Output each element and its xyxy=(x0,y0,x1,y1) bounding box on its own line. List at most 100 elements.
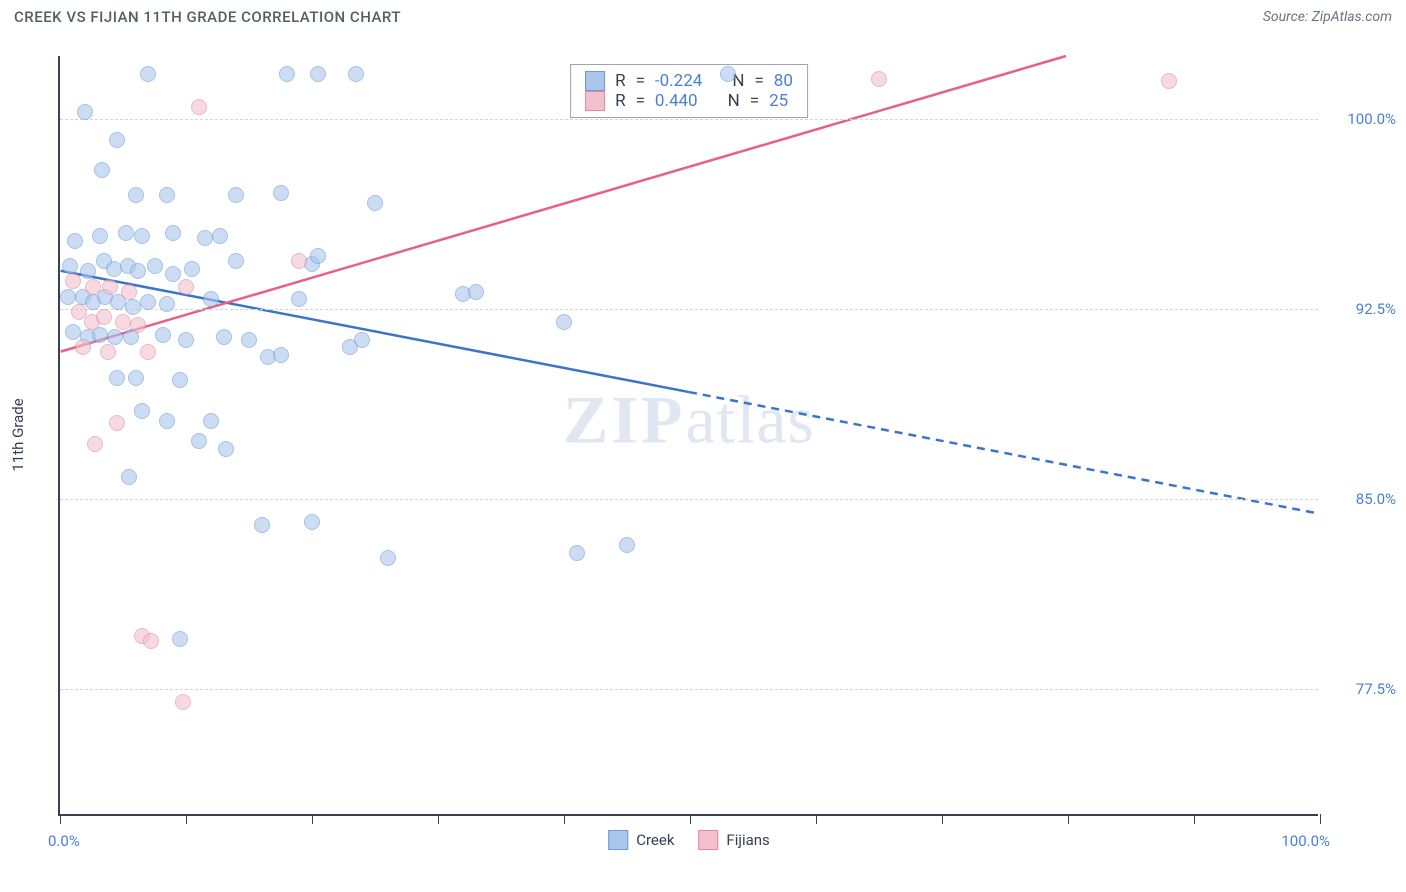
stats-row: R=0.440N=25 xyxy=(585,91,793,111)
data-point xyxy=(65,324,81,340)
data-point xyxy=(184,261,200,277)
data-point xyxy=(155,327,171,343)
data-point xyxy=(134,228,150,244)
data-point xyxy=(241,332,257,348)
data-point xyxy=(100,344,116,360)
data-point xyxy=(468,284,484,300)
x-tick xyxy=(438,814,439,824)
y-tick-label: 92.5% xyxy=(1326,300,1396,318)
data-point xyxy=(85,279,101,295)
gridline xyxy=(60,119,1318,120)
source-attribution: Source: ZipAtlas.com xyxy=(1263,9,1392,25)
data-point xyxy=(128,370,144,386)
x-tick xyxy=(564,814,565,824)
stat-r-label: R xyxy=(615,91,625,111)
x-axis-end-label: 100.0% xyxy=(1281,832,1330,850)
data-point xyxy=(121,469,137,485)
data-point xyxy=(147,258,163,274)
data-point xyxy=(140,66,156,82)
legend-swatch xyxy=(608,830,628,850)
data-point xyxy=(140,344,156,360)
data-point xyxy=(102,279,118,295)
x-tick xyxy=(186,814,187,824)
data-point xyxy=(109,132,125,148)
legend-swatch xyxy=(698,830,718,850)
legend-label: Creek xyxy=(636,831,674,849)
data-point xyxy=(134,403,150,419)
data-point xyxy=(128,187,144,203)
data-point xyxy=(159,413,175,429)
data-point xyxy=(143,633,159,649)
data-point xyxy=(92,228,108,244)
legend-item: Creek xyxy=(608,830,674,850)
data-point xyxy=(203,291,219,307)
data-point xyxy=(75,339,91,355)
data-point xyxy=(121,284,137,300)
data-point xyxy=(118,225,134,241)
stats-legend: R=-0.224N=80R=0.440N=25 xyxy=(570,64,808,118)
data-point xyxy=(556,314,572,330)
stat-eq: = xyxy=(636,91,645,111)
stat-n-value: 80 xyxy=(774,71,793,91)
x-tick xyxy=(1320,814,1321,824)
data-point xyxy=(130,317,146,333)
data-point xyxy=(130,263,146,279)
data-point xyxy=(165,225,181,241)
data-point xyxy=(165,266,181,282)
gridline xyxy=(60,689,1318,690)
data-point xyxy=(310,248,326,264)
stat-r-value: -0.224 xyxy=(655,71,702,91)
data-point xyxy=(619,537,635,553)
data-point xyxy=(720,66,736,82)
data-point xyxy=(273,185,289,201)
legend-swatch xyxy=(585,71,605,91)
data-point xyxy=(159,296,175,312)
gridline xyxy=(60,309,1318,310)
data-point xyxy=(871,71,887,87)
stat-r-value: 0.440 xyxy=(655,91,698,111)
data-point xyxy=(310,66,326,82)
legend-item: Fijians xyxy=(698,830,769,850)
data-point xyxy=(1161,73,1177,89)
data-point xyxy=(197,230,213,246)
stat-r-label: R xyxy=(615,71,625,91)
stat-eq: = xyxy=(754,71,763,91)
data-point xyxy=(109,415,125,431)
data-point xyxy=(254,517,270,533)
data-point xyxy=(87,436,103,452)
data-point xyxy=(178,279,194,295)
data-point xyxy=(60,289,76,305)
data-point xyxy=(291,253,307,269)
watermark-light: atlas xyxy=(685,381,815,457)
data-point xyxy=(159,187,175,203)
y-tick-label: 85.0% xyxy=(1326,490,1396,508)
x-tick xyxy=(1068,814,1069,824)
plot-area: 11th Grade ZIPatlas R=-0.224N=80R=0.440N… xyxy=(58,56,1318,816)
x-tick xyxy=(312,814,313,824)
data-point xyxy=(109,370,125,386)
data-point xyxy=(569,545,585,561)
data-point xyxy=(216,329,232,345)
data-point xyxy=(107,329,123,345)
source-name: ZipAtlas.com xyxy=(1312,9,1392,25)
data-point xyxy=(218,441,234,457)
stats-row: R=-0.224N=80 xyxy=(585,71,793,91)
data-point xyxy=(380,550,396,566)
data-point xyxy=(367,195,383,211)
data-point xyxy=(178,332,194,348)
chart-title: CREEK VS FIJIAN 11TH GRADE CORRELATION C… xyxy=(14,8,401,26)
data-point xyxy=(115,314,131,330)
data-point xyxy=(62,258,78,274)
data-point xyxy=(279,66,295,82)
x-tick xyxy=(816,814,817,824)
data-point xyxy=(77,104,93,120)
legend-swatch xyxy=(585,91,605,111)
stat-eq: = xyxy=(750,91,759,111)
legend-label: Fijians xyxy=(726,831,769,849)
x-tick xyxy=(942,814,943,824)
trend-line xyxy=(61,56,1066,352)
data-point xyxy=(175,694,191,710)
trend-line xyxy=(689,392,1317,513)
data-point xyxy=(348,66,364,82)
data-point xyxy=(191,433,207,449)
